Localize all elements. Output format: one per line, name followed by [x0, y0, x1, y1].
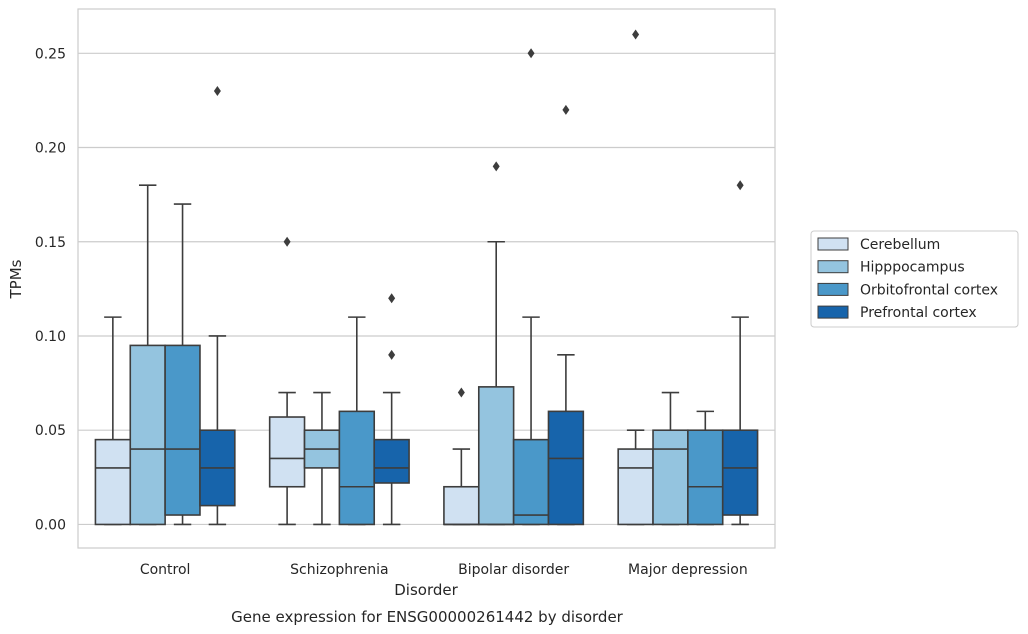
y-tick-label: 0.00: [35, 517, 66, 533]
box-group: [617, 29, 759, 526]
x-tick-label: Control: [140, 562, 191, 578]
box-groups: [94, 29, 759, 526]
y-tick-label: 0.10: [35, 329, 66, 345]
y-tick-labels: 0.00 0.05 0.10 0.15 0.20 0.25: [35, 46, 66, 533]
legend: Cerebellum Hipppocampus Orbitofrontal cort…: [810, 230, 1019, 328]
x-tick-labels: Control Schizophrenia Bipolar disorder Majo…: [140, 562, 748, 578]
box-iqr: [477, 386, 515, 526]
y-tick-label: 0.15: [35, 235, 66, 251]
chart-caption: Gene expression for ENSG00000261442 by d…: [231, 608, 624, 626]
outlier-point: [527, 48, 535, 59]
outlier-point: [388, 349, 396, 360]
box-iqr: [129, 344, 166, 526]
box-iqr: [268, 416, 306, 488]
outlier-point: [213, 85, 221, 96]
outlier-point: [283, 236, 291, 247]
y-axis-label: TPMs: [7, 259, 25, 299]
legend-label: Orbitofrontal cortex: [860, 282, 998, 298]
box-group: [268, 236, 410, 526]
box-iqr: [617, 448, 654, 526]
x-tick-label: Schizophrenia: [290, 562, 388, 578]
x-axis-label: Disorder: [394, 581, 458, 599]
legend-label: Prefrontal cortex: [860, 305, 977, 321]
box-group: [94, 85, 236, 526]
legend-swatch: [817, 305, 849, 319]
legend-item: Orbitofrontal cortex: [817, 282, 998, 298]
legend-item: Cerebellum: [817, 237, 940, 253]
outlier-point: [736, 180, 744, 191]
box-iqr: [94, 438, 132, 526]
legend-swatch: [817, 282, 849, 296]
legend-label: Hipppocampus: [860, 260, 965, 276]
x-tick-label: Bipolar disorder: [458, 562, 569, 578]
legend-swatch: [817, 237, 849, 251]
box-iqr: [721, 429, 759, 516]
y-tick-label: 0.20: [35, 141, 66, 157]
box-iqr: [164, 344, 201, 516]
box-group: [443, 48, 585, 526]
box-iqr: [373, 438, 410, 484]
box-iqr: [443, 485, 480, 526]
outlier-point: [632, 29, 640, 40]
box-iqr: [547, 410, 585, 526]
outlier-point: [388, 293, 396, 304]
legend-frame: [810, 230, 1019, 328]
legend-swatch: [817, 260, 849, 274]
outlier-point: [562, 104, 570, 115]
outlier-point: [492, 161, 500, 172]
box-iqr: [687, 429, 724, 526]
y-tick-label: 0.25: [35, 46, 66, 62]
y-tick-label: 0.05: [35, 423, 66, 439]
box-iqr: [652, 429, 689, 526]
legend-item: Hipppocampus: [817, 260, 965, 276]
x-tick-label: Major depression: [628, 562, 748, 578]
outlier-point: [457, 387, 465, 398]
legend-label: Cerebellum: [860, 237, 940, 253]
box-iqr: [338, 410, 376, 526]
box-iqr: [512, 438, 550, 526]
legend-item: Prefrontal cortex: [817, 305, 977, 321]
